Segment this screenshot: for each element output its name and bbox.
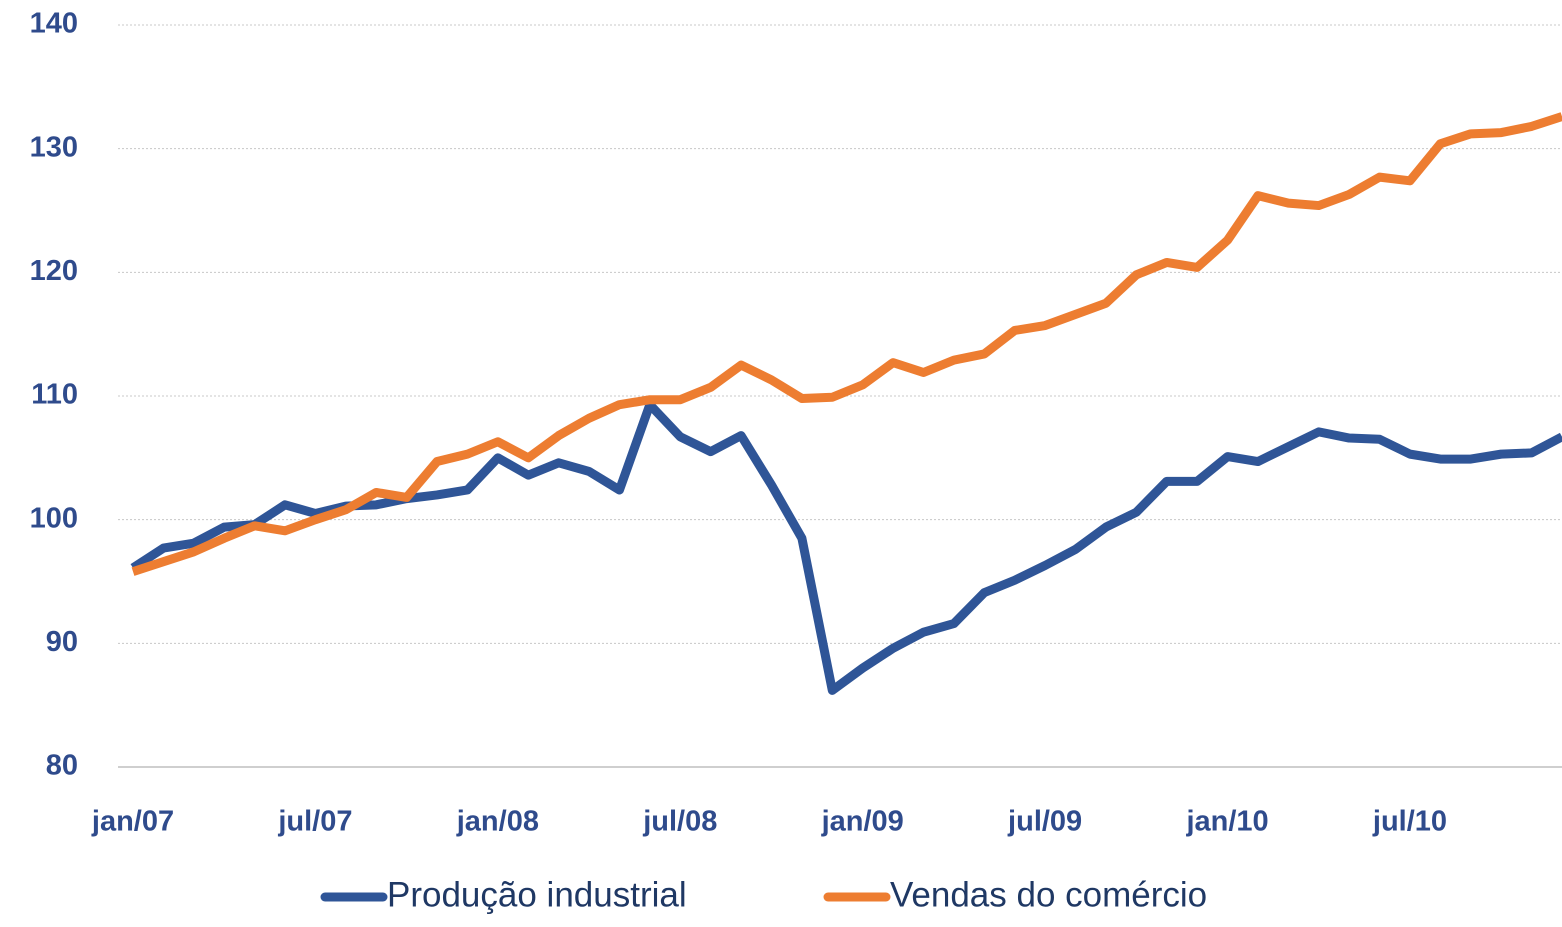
legend-label: Vendas do comércio [890,875,1207,914]
x-tick-label: jul/07 [277,806,352,838]
y-tick-label: 100 [30,502,78,534]
y-tick-label: 120 [30,255,78,287]
y-tick-label: 140 [30,8,78,40]
x-tick-label: jan/10 [1185,806,1268,838]
y-tick-label: 130 [30,131,78,163]
x-tick-label: jul/10 [1372,806,1447,838]
y-tick-label: 90 [46,626,78,658]
x-tick-label: jul/09 [1007,806,1082,838]
series-line [131,112,1562,576]
x-tick-label: jan/09 [821,806,904,838]
x-tick-label: jan/07 [91,806,174,838]
y-tick-label: 110 [31,379,78,411]
y-tick-label: 80 [46,750,78,782]
series-line [130,400,1562,695]
legend-label: Produção industrial [387,875,687,914]
x-tick-label: jul/08 [642,806,717,838]
x-tick-label: jan/08 [456,806,539,838]
